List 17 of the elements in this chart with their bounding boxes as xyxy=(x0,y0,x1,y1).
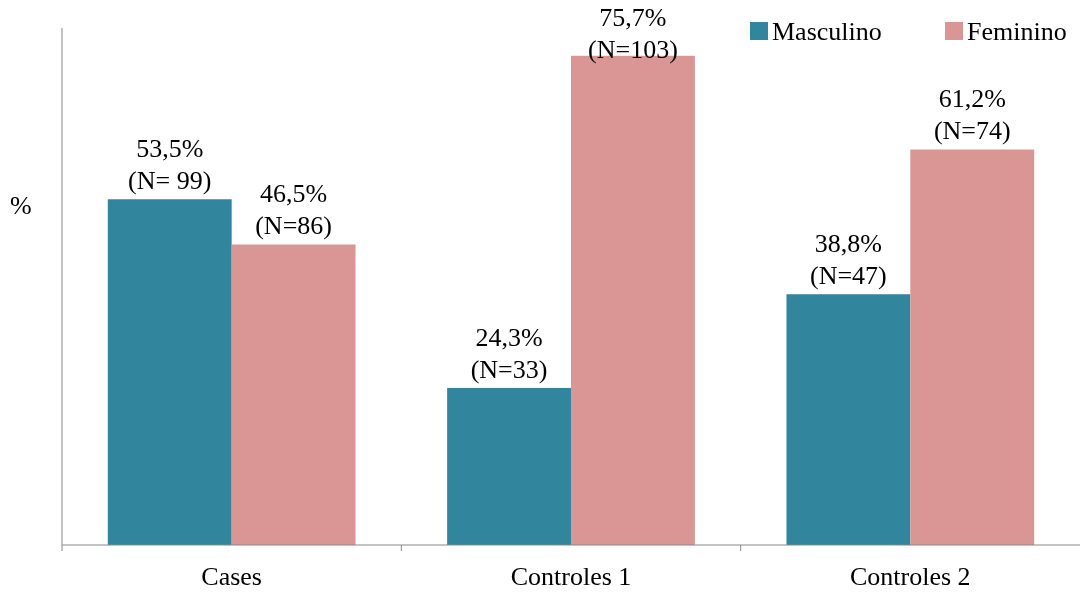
data-label: 46,5% (N=86) xyxy=(255,179,332,241)
data-label: 53,5% (N= 99) xyxy=(128,134,212,196)
legend-label: Feminino xyxy=(967,17,1067,46)
y-axis-title: % xyxy=(10,191,32,221)
bar xyxy=(231,244,356,545)
x-tick-label: Controles 2 xyxy=(850,562,971,591)
bar xyxy=(910,149,1035,545)
legend-label: Masculino xyxy=(772,17,882,46)
data-label: 24,3% (N=33) xyxy=(470,322,548,384)
data-label: 38,8% (N=47) xyxy=(810,229,887,291)
bar xyxy=(447,387,571,545)
x-tick-label: Cases xyxy=(201,562,262,591)
x-tick-label: Controles 1 xyxy=(510,562,632,591)
bar xyxy=(107,199,232,545)
data-label: 61,2% (N=74) xyxy=(933,84,1011,146)
data-label: 75,7% (N=103) xyxy=(588,3,678,64)
bar xyxy=(786,294,911,545)
